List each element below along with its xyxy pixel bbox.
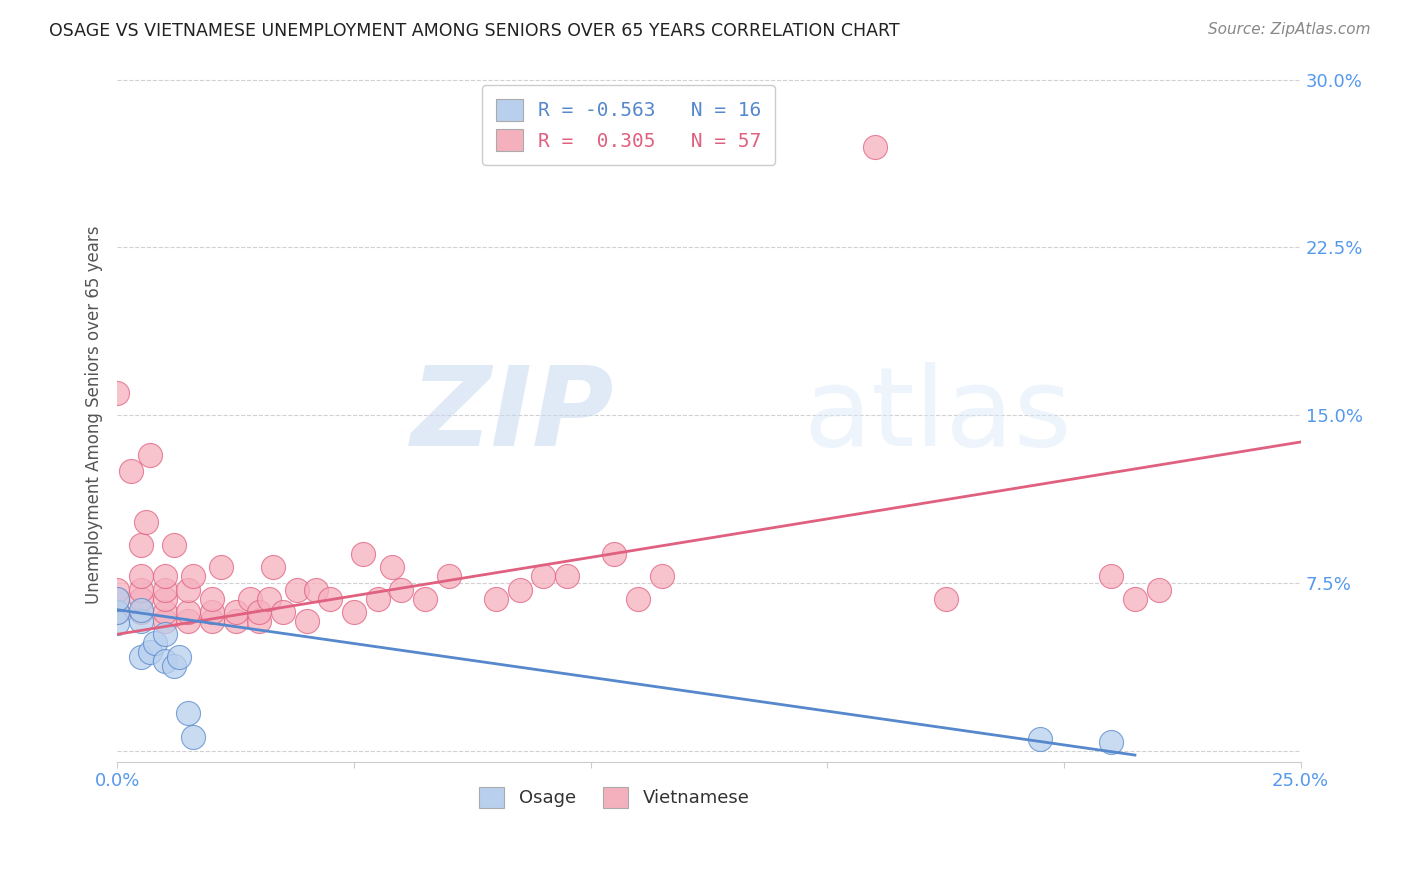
Point	[105, 385, 128, 400]
Point	[129, 614, 152, 628]
Point	[129, 603, 152, 617]
Point	[153, 605, 176, 619]
Point	[153, 569, 176, 583]
Point	[1099, 734, 1122, 748]
Point	[1147, 582, 1170, 597]
Point	[239, 591, 262, 606]
Point	[105, 605, 128, 619]
Point	[120, 464, 142, 478]
Text: atlas: atlas	[804, 361, 1073, 468]
Point	[181, 569, 204, 583]
Y-axis label: Unemployment Among Seniors over 65 years: Unemployment Among Seniors over 65 years	[86, 226, 103, 605]
Point	[167, 649, 190, 664]
Point	[153, 627, 176, 641]
Point	[1123, 591, 1146, 606]
Point	[201, 614, 224, 628]
Point	[1099, 569, 1122, 583]
Point	[381, 560, 404, 574]
Point	[129, 591, 152, 606]
Point	[509, 582, 531, 597]
Point	[181, 730, 204, 744]
Point	[352, 547, 374, 561]
Point	[305, 582, 328, 597]
Point	[153, 614, 176, 628]
Point	[225, 614, 247, 628]
Point	[143, 636, 166, 650]
Point	[129, 538, 152, 552]
Point	[262, 560, 284, 574]
Point	[177, 706, 200, 720]
Point	[105, 591, 128, 606]
Point	[129, 569, 152, 583]
Point	[863, 140, 886, 154]
Point	[225, 605, 247, 619]
Point	[139, 645, 162, 659]
Point	[247, 605, 270, 619]
Point	[153, 582, 176, 597]
Point	[935, 591, 957, 606]
Point	[389, 582, 412, 597]
Point	[285, 582, 308, 597]
Point	[209, 560, 232, 574]
Text: Source: ZipAtlas.com: Source: ZipAtlas.com	[1208, 22, 1371, 37]
Point	[651, 569, 673, 583]
Point	[153, 591, 176, 606]
Point	[163, 658, 186, 673]
Text: ZIP: ZIP	[411, 361, 614, 468]
Point	[129, 582, 152, 597]
Point	[105, 616, 128, 631]
Point	[367, 591, 389, 606]
Point	[177, 614, 200, 628]
Point	[555, 569, 578, 583]
Point	[153, 654, 176, 668]
Point	[1029, 732, 1052, 747]
Point	[135, 516, 157, 530]
Point	[163, 538, 186, 552]
Point	[105, 591, 128, 606]
Point	[257, 591, 280, 606]
Point	[413, 591, 436, 606]
Point	[531, 569, 554, 583]
Point	[247, 614, 270, 628]
Point	[105, 582, 128, 597]
Point	[271, 605, 294, 619]
Point	[139, 449, 162, 463]
Point	[627, 591, 650, 606]
Point	[177, 605, 200, 619]
Point	[177, 582, 200, 597]
Text: OSAGE VS VIETNAMESE UNEMPLOYMENT AMONG SENIORS OVER 65 YEARS CORRELATION CHART: OSAGE VS VIETNAMESE UNEMPLOYMENT AMONG S…	[49, 22, 900, 40]
Point	[105, 605, 128, 619]
Point	[201, 591, 224, 606]
Point	[129, 605, 152, 619]
Point	[129, 649, 152, 664]
Point	[343, 605, 366, 619]
Point	[319, 591, 342, 606]
Point	[485, 591, 508, 606]
Point	[295, 614, 318, 628]
Point	[603, 547, 626, 561]
Point	[201, 605, 224, 619]
Point	[437, 569, 460, 583]
Legend: Osage, Vietnamese: Osage, Vietnamese	[472, 780, 756, 815]
